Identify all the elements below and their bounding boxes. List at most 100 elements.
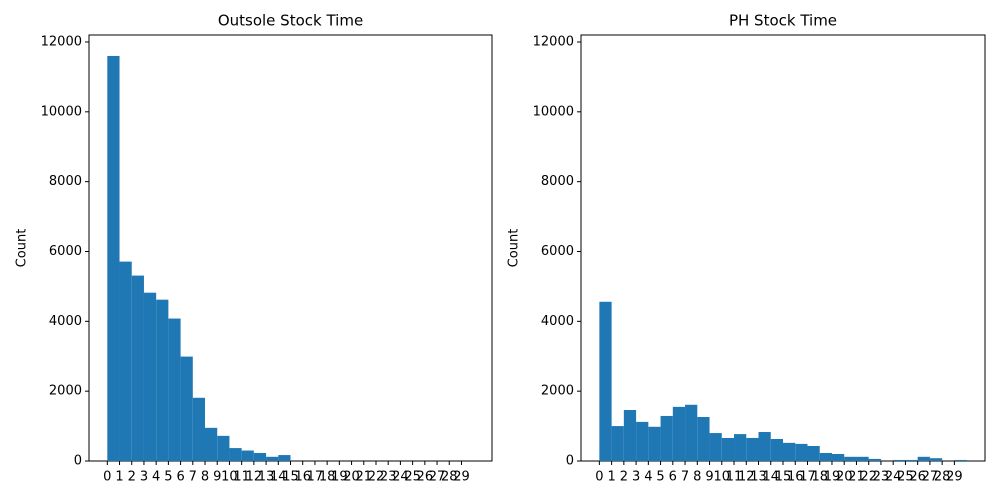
x-tick-label: 15 (282, 470, 299, 485)
x-tick-label: 17 (799, 470, 816, 485)
bar (217, 435, 230, 461)
x-tick-label: 0 (103, 470, 111, 485)
bar (205, 427, 218, 461)
x-tick-label: 22 (368, 470, 385, 485)
x-tick-label: 9 (213, 470, 221, 485)
y-axis-label: Count (15, 229, 30, 268)
bar (611, 426, 624, 461)
x-tick-label: 6 (669, 470, 677, 485)
x-tick-label: 7 (189, 470, 197, 485)
x-tick-label: 19 (824, 470, 841, 485)
x-tick-label: 4 (644, 470, 652, 485)
bar (156, 299, 169, 461)
bar (917, 456, 930, 461)
x-tick-label: 8 (201, 470, 209, 485)
x-tick-label: 18 (811, 470, 828, 485)
bar (795, 443, 808, 461)
axes-frame (580, 34, 986, 462)
x-tick-label: 27 (922, 470, 939, 485)
bar (783, 442, 796, 461)
bar (672, 406, 686, 461)
bar (697, 417, 710, 461)
y-tick-label: 8000 (541, 174, 574, 189)
bar (770, 439, 783, 461)
y-axis-label: Count (507, 229, 522, 268)
bar (623, 410, 637, 461)
x-tick-label: 21 (848, 470, 865, 485)
x-tick-label: 29 (946, 470, 963, 485)
x-tick-label: 17 (307, 470, 324, 485)
x-tick-label: 28 (934, 470, 951, 485)
x-tick-label: 12 (246, 470, 263, 485)
y-tick-label: 4000 (541, 314, 574, 329)
bar (192, 397, 206, 461)
bar (734, 434, 747, 461)
bar (660, 415, 673, 461)
bar (807, 445, 820, 461)
bar (648, 426, 661, 461)
x-tick-label: 2 (128, 470, 136, 485)
y-tick-label: 12000 (41, 34, 82, 49)
y-tick-label: 10000 (533, 104, 574, 119)
x-tick-label: 27 (429, 470, 446, 485)
x-tick-label: 15 (775, 470, 792, 485)
bar (954, 459, 967, 461)
x-tick-label: 11 (233, 470, 250, 485)
bar (831, 454, 845, 461)
x-tick-label: 26 (909, 470, 926, 485)
bar (844, 456, 857, 461)
bar (229, 448, 242, 461)
x-tick-label: 13 (750, 470, 767, 485)
x-tick-label: 1 (115, 470, 123, 485)
bar (180, 356, 193, 461)
x-tick-label: 25 (404, 470, 421, 485)
x-tick-label: 5 (656, 470, 664, 485)
chart-title: PH Stock Time (729, 12, 837, 30)
x-tick-label: 8 (693, 470, 701, 485)
bar (709, 433, 722, 461)
x-tick-label: 25 (897, 470, 914, 485)
y-tick-label: 6000 (541, 244, 574, 259)
bar (819, 452, 832, 461)
bar (131, 275, 144, 461)
x-tick-label: 22 (860, 470, 877, 485)
x-tick-label: 3 (140, 470, 148, 485)
bar (856, 456, 869, 461)
x-tick-label: 2 (620, 470, 628, 485)
bar (721, 437, 735, 461)
bar (278, 455, 291, 461)
x-tick-label: 14 (762, 470, 779, 485)
y-tick-label: 0 (566, 454, 574, 469)
y-tick-label: 2000 (541, 384, 574, 399)
bar (253, 452, 267, 461)
bar (119, 261, 132, 461)
y-tick-label: 6000 (49, 244, 82, 259)
x-tick-label: 9 (705, 470, 713, 485)
x-tick-label: 23 (873, 470, 890, 485)
x-tick-label: 7 (681, 470, 689, 485)
bar (905, 459, 918, 461)
x-tick-label: 21 (355, 470, 372, 485)
x-tick-label: 16 (294, 470, 311, 485)
bar (929, 458, 943, 461)
x-tick-label: 28 (441, 470, 458, 485)
x-tick-label: 20 (343, 470, 360, 485)
x-tick-label: 13 (258, 470, 275, 485)
x-tick-label: 16 (787, 470, 804, 485)
bar (758, 432, 771, 461)
x-tick-label: 12 (738, 470, 755, 485)
x-tick-label: 10 (714, 470, 731, 485)
bar (685, 404, 698, 461)
bar (168, 318, 181, 461)
x-tick-label: 23 (380, 470, 397, 485)
bar (266, 456, 279, 461)
bar (599, 301, 612, 461)
x-tick-label: 19 (331, 470, 348, 485)
x-tick-label: 1 (607, 470, 615, 485)
bar (143, 292, 157, 461)
x-tick-label: 29 (453, 470, 470, 485)
x-tick-label: 20 (836, 470, 853, 485)
bar (868, 458, 881, 461)
x-tick-label: 5 (164, 470, 172, 485)
